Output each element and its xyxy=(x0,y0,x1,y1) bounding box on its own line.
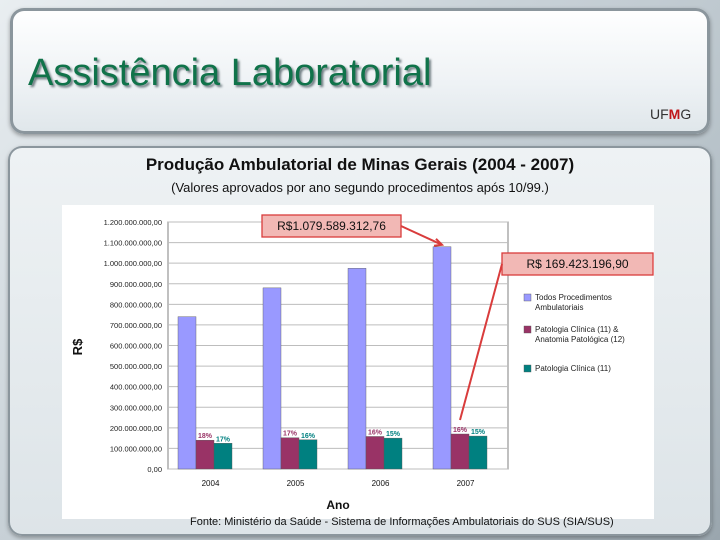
bar-2-2007 xyxy=(451,434,469,469)
data-label: 15% xyxy=(471,429,486,436)
data-label: 17% xyxy=(216,436,231,443)
legend-label: Patologia Clínica (11) xyxy=(535,364,611,373)
bar-1-2006 xyxy=(348,268,366,469)
bar-3-2005 xyxy=(299,440,317,469)
data-label: 15% xyxy=(386,431,401,438)
bar-3-2004 xyxy=(214,443,232,469)
data-label: 16% xyxy=(453,427,468,434)
bar-1-2004 xyxy=(178,317,196,469)
legend-label: Todos Procedimentos Ambulatoriais xyxy=(535,293,612,312)
data-label: 17% xyxy=(283,431,298,438)
data-label: 18% xyxy=(198,433,213,440)
annotation-total: R$1.079.589.312,76 xyxy=(277,219,386,233)
chart-area: 0,00 100.000.000,00 200.000.000,00 300.000.… xyxy=(62,205,654,519)
page-title: Assistência Laboratorial xyxy=(28,52,431,95)
y-tick-label: 1.000.000.000,00 xyxy=(104,259,162,268)
data-label: 16% xyxy=(368,429,383,436)
bar-2-2004 xyxy=(196,440,214,469)
y-tick-label: 1.200.000.000,00 xyxy=(104,218,162,227)
y-tick-label: 1.100.000.000,00 xyxy=(104,239,162,248)
chart-title: Produção Ambulatorial de Minas Gerais (2… xyxy=(0,155,720,175)
data-label: 16% xyxy=(301,433,316,440)
x-tick-label: 2007 xyxy=(457,479,475,488)
bar-2-2005 xyxy=(281,438,299,469)
y-tick-label: 400.000.000,00 xyxy=(110,383,162,392)
y-tick-label: 0,00 xyxy=(147,465,162,474)
bar-3-2007 xyxy=(469,436,487,469)
source-note: Fonte: Ministério da Saúde - Sistema de … xyxy=(190,516,614,528)
bar-3-2006 xyxy=(384,438,402,469)
y-tick-label: 800.000.000,00 xyxy=(110,300,162,309)
y-tick-label: 700.000.000,00 xyxy=(110,321,162,330)
bar-chart: 0,00 100.000.000,00 200.000.000,00 300.000.… xyxy=(62,205,654,519)
bar-2-2006 xyxy=(366,436,384,469)
y-tick-label: 500.000.000,00 xyxy=(110,362,162,371)
annotation-subtotal: R$ 169.423.196,90 xyxy=(526,257,628,271)
bar-1-2007 xyxy=(433,247,451,469)
y-tick-label: 900.000.000,00 xyxy=(110,280,162,289)
legend-swatch xyxy=(524,294,531,301)
x-tick-label: 2005 xyxy=(287,479,305,488)
legend-label: Patologia Clínica (11) & Anatomia Patológ… xyxy=(535,325,625,344)
y-tick-label: 600.000.000,00 xyxy=(110,342,162,351)
chart-subtitle: (Valores aprovados por ano segundo proce… xyxy=(0,180,720,195)
y-tick-label: 100.000.000,00 xyxy=(110,444,162,453)
legend-swatch xyxy=(524,365,531,372)
y-axis-label: R$ xyxy=(70,338,85,355)
bar-1-2005 xyxy=(263,288,281,469)
ufmg-logo: UFMG xyxy=(650,106,691,122)
y-tick-label: 200.000.000,00 xyxy=(110,424,162,433)
x-axis-label: Ano xyxy=(326,498,349,512)
x-tick-label: 2004 xyxy=(202,479,220,488)
legend-swatch xyxy=(524,326,531,333)
logo-text: UFMG xyxy=(650,106,691,122)
x-tick-label: 2006 xyxy=(372,479,390,488)
y-tick-label: 300.000.000,00 xyxy=(110,403,162,412)
